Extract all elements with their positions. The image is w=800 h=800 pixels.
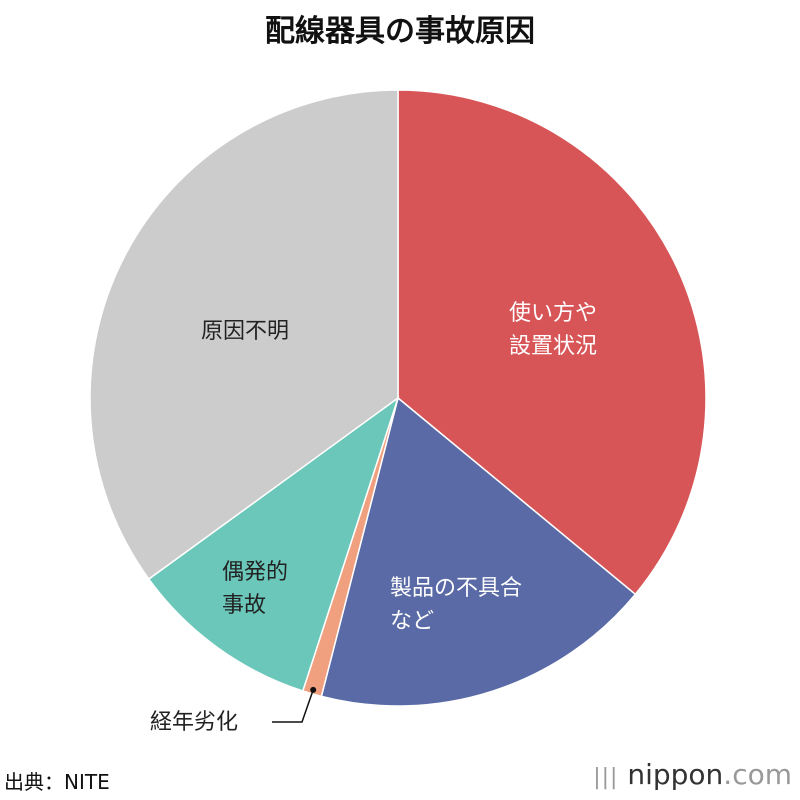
pie-slice <box>147 396 400 692</box>
leader-line <box>272 689 314 723</box>
leader-dot <box>310 686 317 693</box>
logo-suffix: .com <box>723 758 792 791</box>
slice-label: 原因不明 <box>200 319 289 344</box>
logo-main: nippon <box>627 758 724 791</box>
pie-slice <box>320 396 637 707</box>
slice-label: 偶発的 事故 <box>222 560 289 618</box>
logo: ||| nippon.com <box>593 758 792 791</box>
source: 出典：NITE <box>4 770 110 794</box>
slice-label: 製品の不具合 など <box>390 576 523 634</box>
slice-label: 使い方や 設置状況 <box>508 301 597 359</box>
slice-label: 経年劣化 <box>150 710 239 735</box>
pie-slice <box>397 89 707 596</box>
chart-title: 配線器具の事故原因 <box>265 14 535 49</box>
pie-slice <box>89 89 399 581</box>
